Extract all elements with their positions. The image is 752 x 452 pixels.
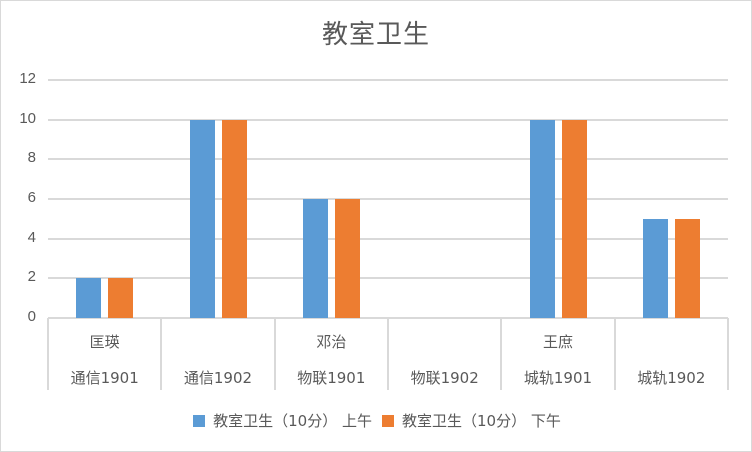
bar-morning[interactable] (189, 119, 215, 318)
chart-title: 教室卫生 (321, 20, 430, 50)
legend-swatch-morning (193, 414, 206, 427)
legend-swatch-afternoon (382, 414, 394, 427)
gridline (48, 198, 728, 200)
y-tick-label: 0 (27, 308, 36, 325)
legend-label-morning: 教室卫生（10分） 上午 (213, 412, 372, 430)
bar-afternoon[interactable] (334, 199, 360, 318)
x-category-label: 物联1902 (410, 369, 479, 387)
legend-item-afternoon[interactable]: 教室卫生（10分） 下午 (376, 410, 561, 431)
gridline (48, 158, 728, 160)
y-tick-label: 8 (27, 149, 36, 166)
x-group-label: 匡瑛 (89, 333, 120, 351)
bar-afternoon[interactable] (674, 218, 700, 318)
gridline (48, 238, 728, 240)
category-divider (614, 318, 616, 390)
bar-morning[interactable] (529, 119, 555, 318)
y-tick-label: 12 (19, 70, 36, 87)
gridline (48, 79, 728, 81)
legend: 教室卫生（10分） 上午 教室卫生（10分） 下午 (0, 410, 752, 431)
x-category-label: 通信1901 (70, 369, 139, 387)
bar-morning[interactable] (642, 218, 668, 318)
legend-item-morning[interactable]: 教室卫生（10分） 上午 (187, 410, 372, 431)
x-category-label: 通信1902 (183, 369, 253, 387)
y-tick-label: 4 (27, 229, 36, 246)
category-divider (500, 318, 502, 390)
x-category-label: 物联1901 (297, 369, 366, 387)
bar-morning[interactable] (302, 199, 328, 318)
category-divider (727, 318, 729, 390)
x-group-label: 邓治 (316, 333, 347, 351)
y-tick-label: 10 (19, 110, 36, 127)
bar-morning[interactable] (76, 278, 102, 318)
bar-afternoon[interactable] (561, 119, 587, 318)
category-divider (274, 318, 276, 390)
category-divider (160, 318, 162, 390)
x-category-label: 城轨1901 (523, 369, 593, 387)
y-tick-label: 6 (27, 189, 36, 206)
bar-afternoon[interactable] (108, 278, 134, 318)
gridline (48, 119, 728, 121)
y-tick-label: 2 (27, 268, 36, 285)
legend-label-afternoon: 教室卫生（10分） 下午 (402, 412, 561, 430)
gridline (48, 277, 728, 279)
category-divider (387, 318, 389, 390)
bar-afternoon[interactable] (221, 119, 247, 318)
x-group-label: 王庶 (542, 333, 573, 351)
x-category-label: 城轨1902 (637, 369, 706, 387)
category-divider (47, 318, 49, 390)
